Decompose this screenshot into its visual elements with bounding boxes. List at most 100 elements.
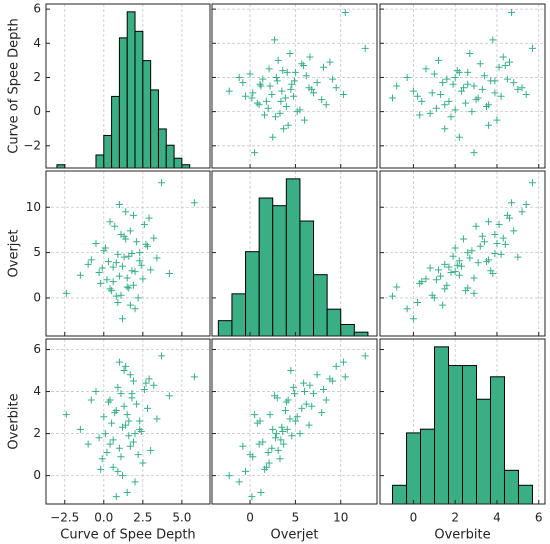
scatter-point bbox=[190, 199, 198, 207]
scatter-point bbox=[133, 238, 141, 246]
scatter-point bbox=[165, 392, 173, 400]
scatter-point bbox=[95, 434, 103, 442]
scatter-point bbox=[313, 79, 321, 87]
scatter-point bbox=[487, 267, 495, 275]
scatter-point bbox=[478, 232, 486, 240]
scatter-point bbox=[518, 208, 526, 216]
scatter-point bbox=[514, 253, 522, 261]
scatter-point bbox=[310, 89, 318, 97]
scatter-point bbox=[76, 425, 84, 433]
scatter-point bbox=[485, 218, 493, 226]
scatter-point bbox=[522, 91, 530, 99]
scatter-point bbox=[489, 36, 497, 44]
scatter-point bbox=[145, 214, 153, 222]
y-tick-label: −2 bbox=[23, 138, 41, 152]
scatter-point bbox=[503, 211, 511, 219]
scatter-point bbox=[291, 390, 298, 398]
scatter-point bbox=[445, 263, 453, 271]
scatter-point bbox=[62, 411, 70, 419]
y-tick-label: 4 bbox=[33, 384, 41, 398]
scatter-point bbox=[126, 442, 134, 450]
scatter-point bbox=[257, 488, 265, 496]
scatter-point bbox=[485, 121, 493, 129]
panel-frame bbox=[211, 3, 378, 169]
scatter-point bbox=[329, 377, 337, 385]
scatter-point bbox=[443, 75, 451, 83]
scatter-point bbox=[487, 77, 495, 85]
scatter-point bbox=[329, 75, 337, 83]
scatter-point bbox=[239, 442, 247, 450]
scatter-point bbox=[298, 404, 306, 412]
y-tick-label: 2 bbox=[33, 70, 41, 84]
scatter-point bbox=[256, 417, 264, 425]
scatter-point bbox=[268, 444, 276, 452]
scatter-point bbox=[235, 73, 243, 81]
histogram-bar bbox=[489, 376, 505, 504]
histogram-bar bbox=[299, 220, 315, 336]
scatter-point bbox=[259, 75, 267, 83]
scatter-point bbox=[472, 96, 480, 104]
scatter-point bbox=[123, 274, 131, 282]
scatter-point bbox=[432, 104, 440, 112]
scatter-point bbox=[87, 256, 95, 264]
scatter-point bbox=[293, 108, 301, 116]
scatter-point bbox=[276, 455, 284, 463]
scatter-point bbox=[393, 283, 401, 291]
x-tick-label: 2 bbox=[451, 511, 459, 525]
x-tick-label: 2.5 bbox=[133, 511, 152, 525]
scatter-point bbox=[249, 89, 257, 97]
scatter-point bbox=[136, 425, 144, 433]
scatter-point bbox=[235, 478, 243, 486]
scatter-point bbox=[434, 266, 442, 274]
scatter-point bbox=[125, 284, 133, 292]
scatter-point bbox=[457, 262, 465, 270]
scatter-point bbox=[153, 254, 161, 262]
scatter-point bbox=[508, 9, 516, 17]
scatter-point bbox=[468, 108, 476, 116]
scatter-point bbox=[87, 396, 95, 404]
scatter-point bbox=[510, 227, 518, 235]
scatter-point bbox=[131, 305, 139, 313]
scatter-point bbox=[109, 436, 117, 444]
histogram-bar bbox=[420, 428, 436, 504]
scatter-point bbox=[129, 377, 137, 385]
scatter-point bbox=[123, 488, 131, 496]
panel bbox=[46, 171, 210, 336]
scatter-point bbox=[341, 373, 349, 381]
scatter-point bbox=[62, 289, 70, 297]
scatter-point bbox=[287, 367, 295, 375]
scatter-point bbox=[518, 84, 526, 92]
y-tick-label: 0 bbox=[33, 104, 41, 118]
scatter-point bbox=[447, 269, 455, 277]
scatter-point bbox=[501, 62, 509, 69]
scatter-point bbox=[497, 92, 505, 100]
scatter-point bbox=[131, 478, 139, 486]
scatter-point bbox=[125, 417, 133, 425]
scatter-point bbox=[265, 65, 273, 73]
panel bbox=[212, 4, 377, 168]
scatter-point bbox=[139, 275, 147, 283]
scatter-point bbox=[501, 240, 509, 248]
scatter-point bbox=[269, 133, 277, 141]
scatter-point bbox=[276, 109, 284, 117]
histogram-bar bbox=[434, 346, 450, 504]
scatter-point bbox=[114, 383, 122, 391]
scatter-point bbox=[259, 438, 267, 446]
scatter-point bbox=[76, 271, 84, 279]
scatter-point bbox=[131, 268, 139, 276]
scatter-point bbox=[464, 68, 472, 76]
scatter-point bbox=[281, 406, 289, 414]
scatter-point bbox=[493, 240, 501, 248]
scatter-point bbox=[305, 421, 313, 429]
scatter-point bbox=[476, 60, 484, 68]
scatter-point bbox=[119, 472, 127, 480]
histogram-bar bbox=[103, 134, 113, 168]
scatter-point bbox=[281, 94, 289, 102]
scatter-point bbox=[528, 179, 536, 187]
histogram-bar bbox=[157, 128, 167, 168]
histogram-bar bbox=[462, 365, 477, 504]
scatter-point bbox=[251, 411, 259, 419]
y-tick-label: 0 bbox=[33, 290, 41, 304]
scatter-point bbox=[449, 252, 457, 260]
scatter-point bbox=[109, 463, 117, 471]
